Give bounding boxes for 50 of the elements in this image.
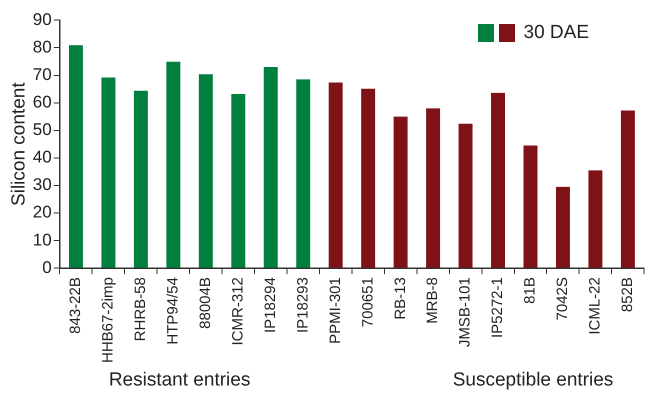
bar [101, 78, 116, 268]
bar [524, 146, 538, 268]
y-tick-label: 0 [42, 258, 52, 277]
x-tick-label: 852B [619, 277, 636, 312]
x-tick-label: ICMR-312 [229, 277, 246, 346]
y-tick-label: 20 [32, 202, 52, 222]
y-axis-title: Silicon content [8, 82, 30, 206]
bar [231, 94, 246, 268]
x-tick-label: 700651 [359, 277, 376, 328]
x-tick-label: ICML-22 [586, 277, 604, 335]
x-tick-label: PPMI-301 [326, 277, 344, 344]
bar [491, 92, 505, 268]
bar [426, 108, 440, 268]
x-tick-label: IP18294 [262, 277, 279, 334]
x-tick-label: IP5272-1 [489, 277, 506, 338]
x-tick-label: IP18293 [294, 277, 312, 334]
x-tick-label: HHB67-2imp [100, 277, 117, 364]
y-tick-label: 80 [32, 37, 52, 56]
x-tick-label: RHRB-58 [132, 277, 150, 342]
bar [556, 186, 570, 268]
bar [134, 90, 148, 268]
x-tick-label: JMSB-101 [456, 277, 474, 348]
y-tick-label: 30 [32, 175, 52, 194]
bar [361, 88, 376, 268]
legend-label: 30 DAE [524, 22, 589, 44]
y-tick-label: 70 [32, 64, 52, 84]
bar [588, 170, 602, 268]
bar [328, 82, 343, 268]
y-tick-label: 90 [32, 10, 52, 29]
y-tick-label: 40 [32, 148, 52, 167]
x-tick-label: MRB-8 [424, 277, 442, 324]
bar [394, 116, 408, 268]
x-tick-label: 843-22B [67, 277, 84, 334]
x-tick-label: 88004B [196, 277, 214, 329]
x-tick-label: 81B [522, 277, 539, 304]
bar [264, 67, 278, 268]
bar [68, 45, 83, 268]
x-tick-label: HTP94/54 [164, 277, 182, 345]
y-tick-label: 50 [32, 120, 52, 140]
text: Resistant entries [108, 370, 250, 391]
bar [458, 124, 473, 268]
bar [620, 110, 635, 268]
text: Susceptible entries [452, 370, 614, 391]
y-tick-label: 10 [32, 230, 52, 250]
y-tick-label: 60 [32, 92, 52, 112]
bar [166, 62, 180, 268]
bar [296, 79, 310, 268]
x-tick-label: 7042S [554, 277, 572, 321]
x-tick-label: RB-13 [392, 277, 409, 320]
bar [198, 74, 213, 268]
